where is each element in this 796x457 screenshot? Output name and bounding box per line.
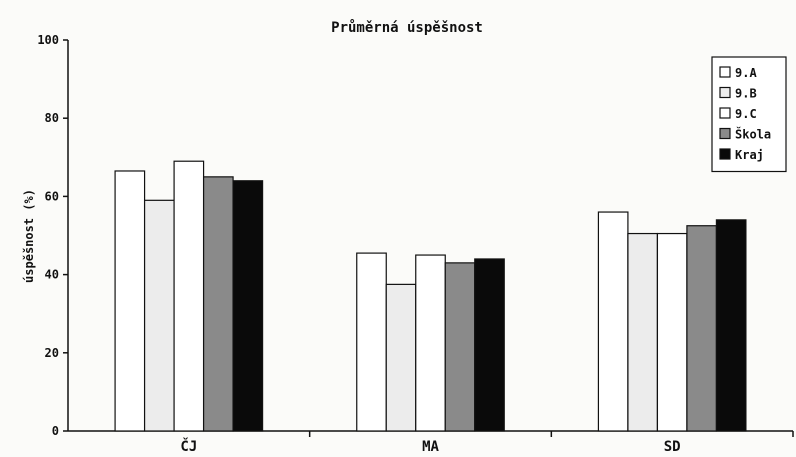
legend-label: 9.B	[735, 87, 757, 101]
legend-label: 9.C	[735, 107, 757, 121]
legend: 9.A 9.B 9.C Škola Kraj	[711, 56, 787, 173]
bar-ČJ-9.A	[114, 170, 146, 432]
y-axis-label: úspěšnost (%)	[22, 189, 36, 283]
y-tick-label: 80	[45, 111, 59, 125]
legend-swatch-9.C	[719, 107, 731, 119]
bar-ČJ-Škola	[202, 176, 234, 432]
category-label: SD	[664, 439, 681, 455]
y-tick-label: 40	[45, 268, 59, 282]
category-label: ČJ	[180, 437, 197, 455]
bar-ČJ-9.C	[173, 160, 205, 432]
y-tick-label: 20	[45, 346, 59, 360]
bar-MA-9.B	[385, 283, 417, 432]
chart-title: Průměrná úspěšnost	[331, 19, 483, 36]
bar-MA-Škola	[444, 262, 476, 432]
legend-swatch-9.B	[719, 86, 731, 99]
bar-SD-9.C	[656, 232, 688, 432]
legend-label: Kraj	[735, 148, 764, 162]
bar-SD-9.B	[627, 232, 659, 432]
plot-area: 0 20 40 60 80 100 ČJ MA SD	[37, 33, 794, 455]
bar-SD-9.A	[597, 211, 629, 432]
y-tick-label: 0	[52, 424, 59, 438]
bar-SD-Škola	[686, 225, 718, 432]
y-tick-label: 60	[45, 189, 59, 203]
legend-swatch-Škola	[719, 127, 731, 140]
bar-ČJ-Kraj	[232, 180, 264, 432]
bar-MA-9.A	[356, 252, 387, 432]
legend-label: Škola	[735, 127, 771, 142]
legend-swatch-9.A	[719, 66, 731, 78]
legend-label: 9.A	[735, 66, 757, 80]
y-tick-label: 100	[37, 33, 59, 47]
legend-swatch-Kraj	[719, 148, 731, 160]
bar-MA-9.C	[415, 254, 446, 432]
bar-ČJ-9.B	[143, 199, 175, 432]
bar-SD-Kraj	[715, 219, 747, 432]
bar-MA-Kraj	[474, 258, 505, 432]
category-label: MA	[422, 439, 439, 455]
